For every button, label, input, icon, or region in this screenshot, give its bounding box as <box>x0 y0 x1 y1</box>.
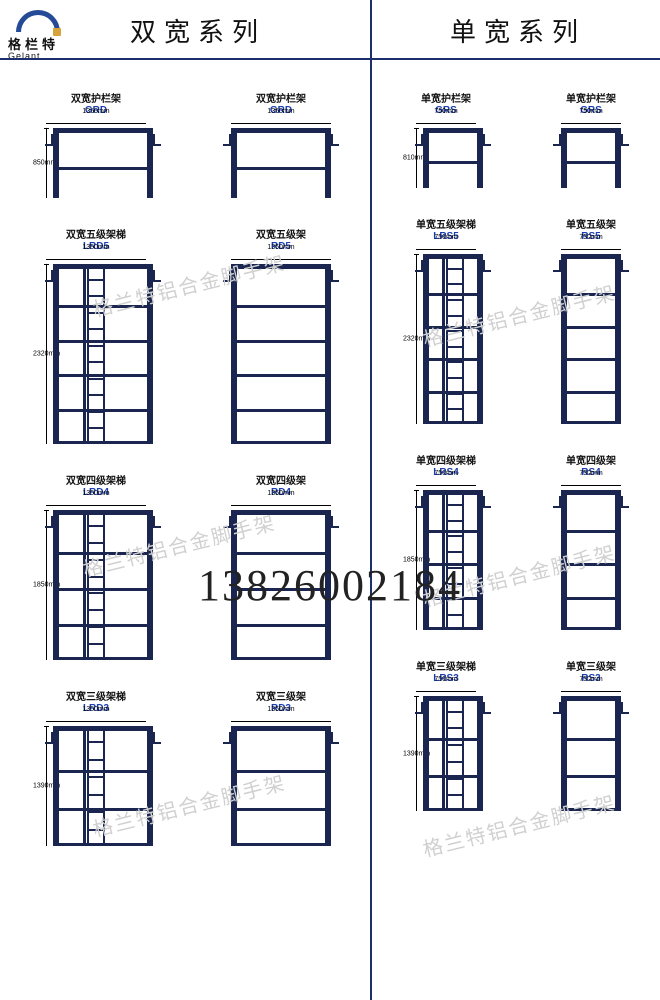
width-dimension: 750mm <box>416 244 476 254</box>
diagram-row: 单宽三级架梯LRS3750mm1390mm 单宽三级架RS3750mm <box>370 658 660 811</box>
height-dimension: 2320mm <box>39 264 53 444</box>
diagram-rd4: 双宽四级架RD41350mm <box>231 472 331 660</box>
diagram-title-cn: 单宽三级架梯 <box>416 658 476 673</box>
height-dimension: 1850mm <box>39 510 53 660</box>
diagram-grs: 单宽护栏架GRS750mm810mm <box>409 90 483 188</box>
ladder-icon <box>446 254 464 424</box>
scaffold-frame <box>53 128 153 198</box>
scaffold-frame <box>561 254 621 424</box>
height-dimension: 1390mm <box>39 726 53 846</box>
diagram-rs3: 单宽三级架RS3750mm <box>561 658 621 811</box>
width-dimension: 750mm <box>561 480 621 490</box>
width-dimension: 1350mm <box>231 716 331 726</box>
scaffold-frame <box>231 510 331 660</box>
scaffold-frame <box>231 264 331 444</box>
ladder-icon <box>87 510 105 660</box>
width-dimension: 750mm <box>561 118 621 128</box>
diagram-title-cn: 双宽四级架 <box>256 472 306 487</box>
height-dimension: 1850mm <box>409 490 423 630</box>
diagram-lrs5: 单宽五级架梯LRS5750mm2320mm <box>409 216 483 424</box>
height-dimension: 2320mm <box>409 254 423 424</box>
diagram-rs5: 单宽五级架RS5750mm <box>561 216 621 424</box>
scaffold-frame <box>231 128 331 198</box>
scaffold-frame <box>561 696 621 811</box>
diagram-row: 单宽护栏架GRS750mm810mm 单宽护栏架GRS750mm <box>370 90 660 188</box>
diagram-title-cn: 单宽五级架梯 <box>416 216 476 231</box>
diagram-row: 单宽五级架梯LRS5750mm2320mm 单宽五级架RS5750mm <box>370 216 660 424</box>
diagram-title-cn: 双宽五级架 <box>256 226 306 241</box>
diagram-title-cn: 双宽护栏架 <box>71 90 121 105</box>
width-dimension: 1350mm <box>46 500 146 510</box>
width-dimension: 1350mm <box>231 500 331 510</box>
diagram-grs: 单宽护栏架GRS750mm <box>561 90 621 188</box>
diagram-grid: 双宽护栏架GRD1350mm850mm 双宽护栏架GRD1350mm 双宽五级架梯L… <box>0 70 660 846</box>
diagram-lrs4: 单宽四级架梯LRS4750mm1850mm <box>409 452 483 630</box>
diagram-row: 单宽四级架梯LRS4750mm1850mm 单宽四级架RS4750mm <box>370 452 660 630</box>
diagram-lrd3: 双宽三级架梯LRD31350mm1390mm <box>39 688 153 846</box>
scaffold-frame <box>561 128 621 188</box>
diagram-title-cn: 单宽四级架梯 <box>416 452 476 467</box>
diagram-title-cn: 单宽护栏架 <box>566 90 616 105</box>
left-series-column: 双宽护栏架GRD1350mm850mm 双宽护栏架GRD1350mm 双宽五级架梯L… <box>0 70 370 846</box>
width-dimension: 750mm <box>561 244 621 254</box>
scaffold-frame <box>423 128 483 188</box>
width-dimension: 1350mm <box>46 118 146 128</box>
ladder-icon <box>446 696 464 811</box>
scaffold-frame <box>53 510 153 660</box>
diagram-row: 双宽三级架梯LRD31350mm1390mm 双宽三级架RD31350mm <box>0 688 370 846</box>
diagram-grd: 双宽护栏架GRD1350mm <box>231 90 331 198</box>
diagram-title-cn: 单宽护栏架 <box>421 90 471 105</box>
scaffold-frame <box>53 726 153 846</box>
width-dimension: 1350mm <box>46 254 146 264</box>
scaffold-frame <box>423 490 483 630</box>
diagram-rd5: 双宽五级架RD51350mm <box>231 226 331 444</box>
diagram-title-cn: 双宽四级架梯 <box>66 472 126 487</box>
header-left: 双宽系列 <box>130 12 266 49</box>
diagram-title-cn: 单宽四级架 <box>566 452 616 467</box>
width-dimension: 750mm <box>416 480 476 490</box>
scaffold-frame <box>423 254 483 424</box>
ladder-icon <box>87 726 105 846</box>
width-dimension: 1350mm <box>231 254 331 264</box>
diagram-title-cn: 双宽护栏架 <box>256 90 306 105</box>
width-dimension: 750mm <box>561 686 621 696</box>
scaffold-frame <box>53 264 153 444</box>
header-right: 单宽系列 <box>450 12 586 49</box>
scaffold-frame <box>231 726 331 846</box>
diagram-lrd4: 双宽四级架梯LRD41350mm1850mm <box>39 472 153 660</box>
width-dimension: 750mm <box>416 686 476 696</box>
horizontal-divider <box>0 58 660 60</box>
diagram-row: 双宽四级架梯LRD41350mm1850mm 双宽四级架RD41350mm <box>0 472 370 660</box>
diagram-title-cn: 单宽五级架 <box>566 216 616 231</box>
scaffold-frame <box>423 696 483 811</box>
logo: 格栏特 Gelant <box>8 10 68 61</box>
right-series-column: 单宽护栏架GRS750mm810mm 单宽护栏架GRS750mm 单宽五级架梯LRS… <box>370 70 660 846</box>
diagram-lrd5: 双宽五级架梯LRD51350mm2320mm <box>39 226 153 444</box>
ladder-icon <box>87 264 105 444</box>
ladder-icon <box>446 490 464 630</box>
width-dimension: 1350mm <box>231 118 331 128</box>
diagram-title-cn: 单宽三级架 <box>566 658 616 673</box>
diagram-rd3: 双宽三级架RD31350mm <box>231 688 331 846</box>
diagram-lrs3: 单宽三级架梯LRS3750mm1390mm <box>409 658 483 811</box>
diagram-title-cn: 双宽三级架梯 <box>66 688 126 703</box>
diagram-title-cn: 双宽三级架 <box>256 688 306 703</box>
width-dimension: 750mm <box>416 118 476 128</box>
scaffold-frame <box>561 490 621 630</box>
diagram-row: 双宽护栏架GRD1350mm850mm 双宽护栏架GRD1350mm <box>0 90 370 198</box>
diagram-rs4: 单宽四级架RS4750mm <box>561 452 621 630</box>
diagram-title-cn: 双宽五级架梯 <box>66 226 126 241</box>
diagram-row: 双宽五级架梯LRD51350mm2320mm 双宽五级架RD51350mm <box>0 226 370 444</box>
diagram-grd: 双宽护栏架GRD1350mm850mm <box>39 90 153 198</box>
width-dimension: 1350mm <box>46 716 146 726</box>
logo-arc-icon <box>16 10 60 32</box>
